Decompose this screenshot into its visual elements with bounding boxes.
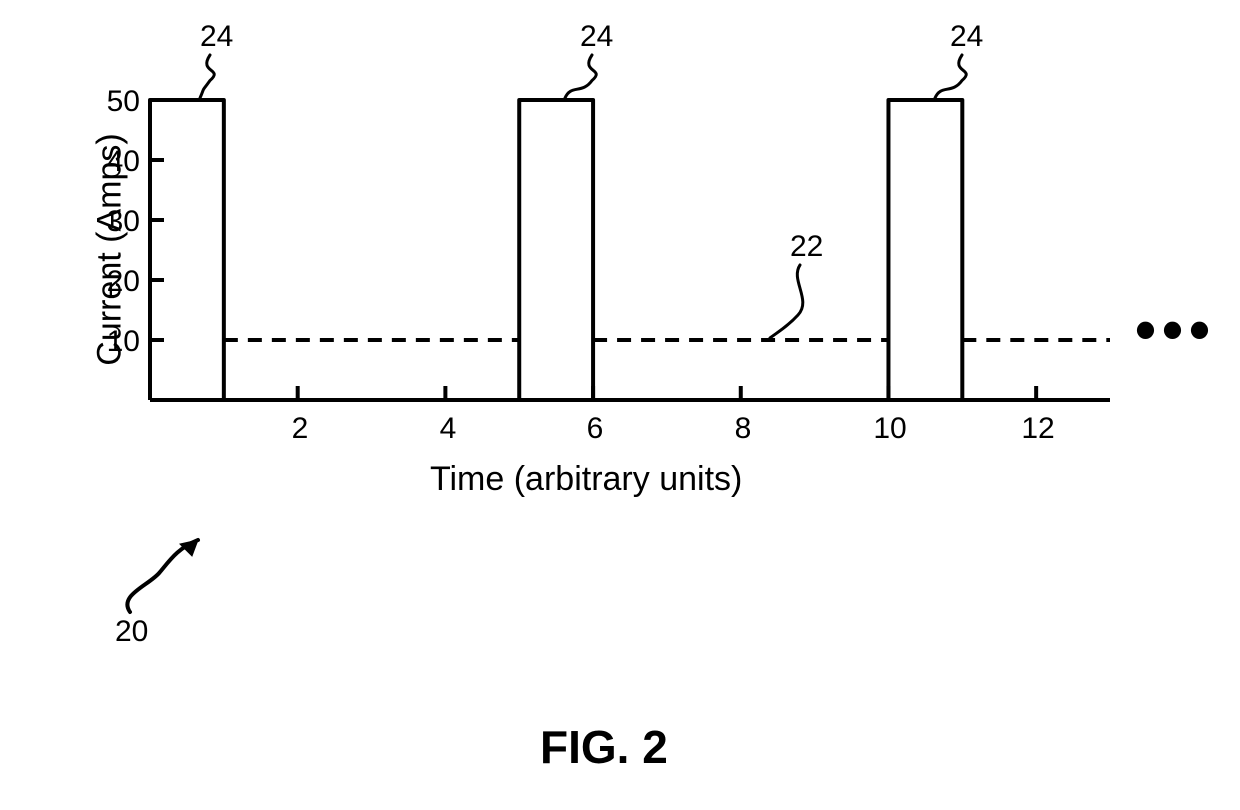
callout-24: 24 — [950, 20, 983, 54]
chart-svg — [0, 0, 1240, 810]
x-tick-label: 2 — [280, 412, 320, 446]
y-tick-label: 10 — [100, 325, 140, 359]
x-tick-label: 12 — [1008, 412, 1068, 446]
callout-22: 22 — [790, 230, 823, 264]
figure-title: FIG. 2 — [540, 720, 668, 774]
y-tick-label: 40 — [100, 145, 140, 179]
y-tick-label: 30 — [100, 205, 140, 239]
y-tick-label: 50 — [100, 85, 140, 119]
x-tick-label: 6 — [575, 412, 615, 446]
callout-20: 20 — [115, 615, 148, 649]
figure-canvas: Current (Amps) Time (arbitrary units) 10… — [0, 0, 1240, 810]
callout-24: 24 — [200, 20, 233, 54]
x-axis-label: Time (arbitrary units) — [430, 460, 742, 499]
x-tick-label: 4 — [428, 412, 468, 446]
y-tick-label: 20 — [100, 265, 140, 299]
x-tick-label: 10 — [860, 412, 920, 446]
x-tick-label: 8 — [723, 412, 763, 446]
callout-24: 24 — [580, 20, 613, 54]
